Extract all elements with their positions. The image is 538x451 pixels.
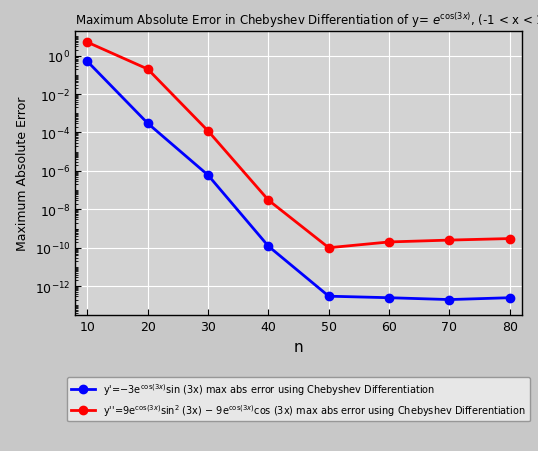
Text: Maximum Absolute Error in Chebyshev Differentiation of y= $e^{\cos(3x)}$, (-1 < : Maximum Absolute Error in Chebyshev Diff… xyxy=(75,11,538,30)
Y-axis label: Maximum Absolute Error: Maximum Absolute Error xyxy=(16,97,29,251)
Legend: y'=$-$3e$^{\cos(3x)}$sin (3x) max abs error using Chebyshev Differentiation, y'': y'=$-$3e$^{\cos(3x)}$sin (3x) max abs er… xyxy=(67,377,530,422)
X-axis label: n: n xyxy=(294,339,303,354)
